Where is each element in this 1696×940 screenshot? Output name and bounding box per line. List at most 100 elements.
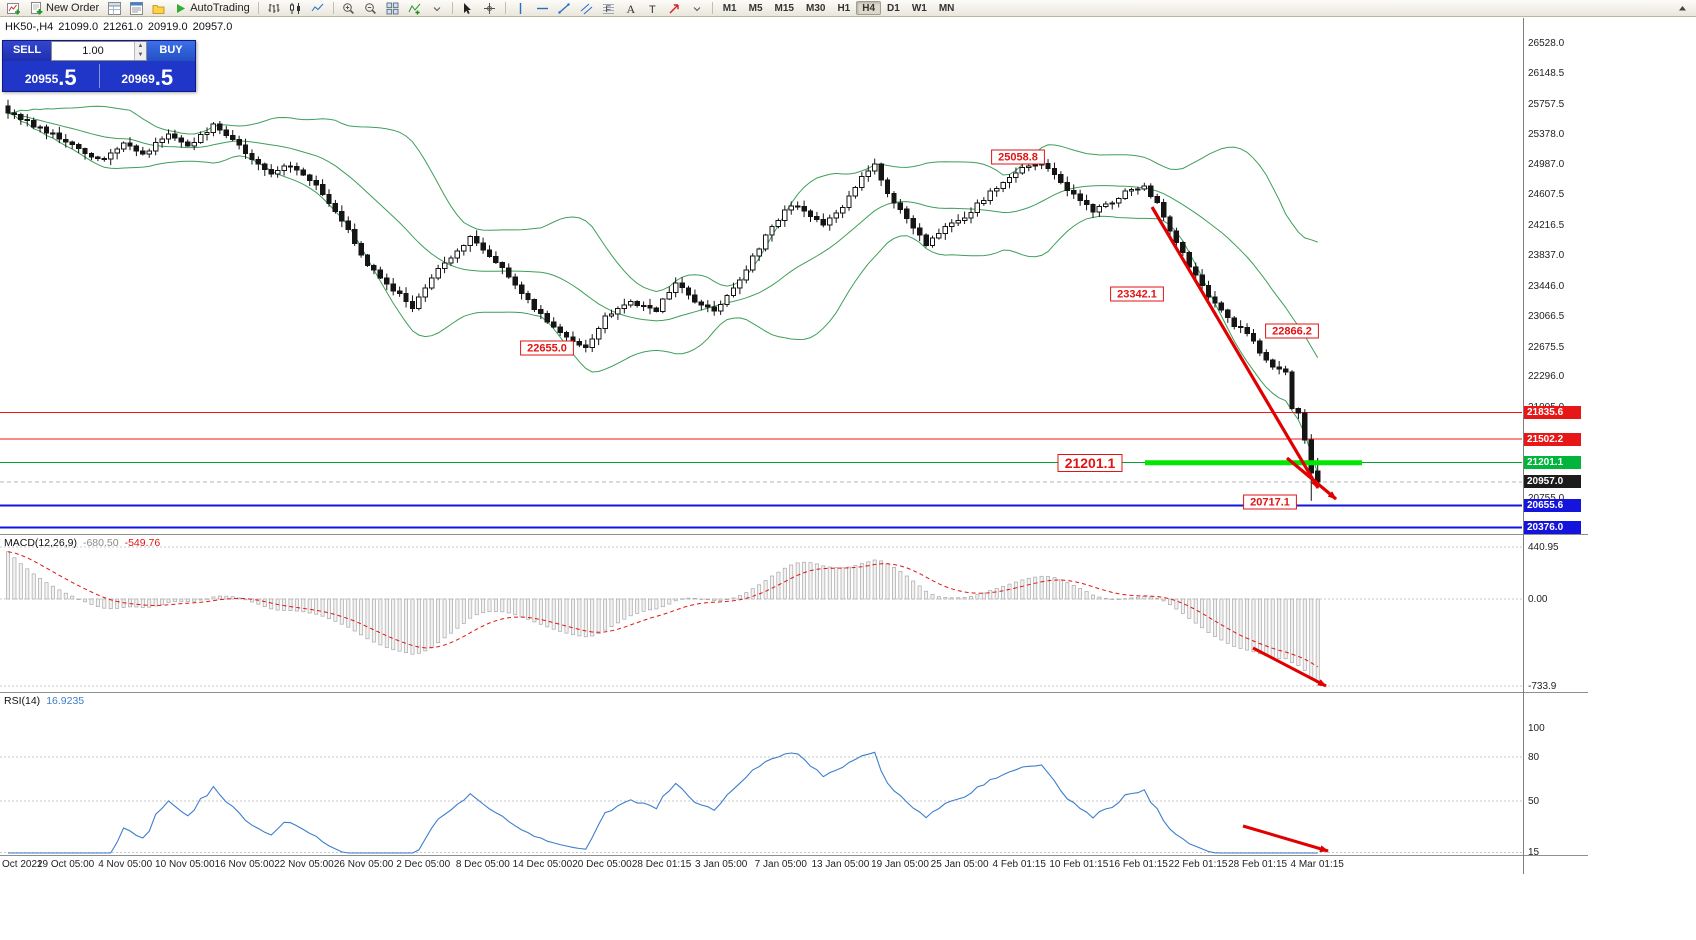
time-label: 4 Nov 05:00	[98, 859, 153, 870]
time-label: 20 Dec 05:00	[572, 859, 632, 870]
macd-trend-arrow	[1252, 646, 1327, 688]
fibonacci-button[interactable]: F	[598, 1, 620, 16]
timeframe-W1[interactable]: W1	[911, 3, 927, 14]
text-label-icon: T	[646, 2, 660, 15]
price-tick: 25378.0	[1528, 128, 1565, 140]
sell-button[interactable]: SELL	[3, 41, 51, 61]
svg-text:22866.2: 22866.2	[1272, 326, 1312, 338]
time-label: 28 Dec 01:15	[631, 859, 692, 870]
navigator-icon	[151, 2, 165, 15]
cursor-button[interactable]	[457, 1, 479, 16]
indicators-button[interactable]	[404, 1, 426, 16]
svg-text:T: T	[649, 4, 656, 15]
new-chart-button[interactable]	[3, 1, 25, 16]
time-label: 22 Nov 05:00	[274, 859, 334, 870]
dropdown-icon	[430, 2, 444, 15]
autotrading-button[interactable]: AutoTrading	[169, 1, 254, 16]
zoom-out-button[interactable]	[360, 1, 382, 16]
time-label: 26 Nov 05:00	[333, 859, 394, 870]
toolbar-separator	[332, 2, 334, 14]
dropdown-icon	[690, 2, 704, 15]
svg-text:22655.0: 22655.0	[527, 343, 567, 355]
tile-windows-button[interactable]	[382, 1, 404, 16]
timeframe-M1[interactable]: M1	[722, 3, 737, 14]
market-watch-button[interactable]	[103, 1, 125, 16]
indicators-icon	[408, 2, 422, 15]
timeframe-M15[interactable]: M15	[774, 3, 794, 14]
indicator-list-dropdown[interactable]	[426, 1, 448, 16]
price-axis[interactable]: 26528.0 26148.5 25757.5 25378.0 24987.0 24607…	[1523, 18, 1588, 874]
overflow-icon	[1675, 2, 1689, 15]
toolbar-separator	[257, 2, 259, 14]
ohlc-high: 21261.0	[103, 21, 143, 33]
arrows-button[interactable]	[664, 1, 686, 16]
horizontal-line-button[interactable]	[532, 1, 554, 16]
pane-separator-macd-rsi[interactable]	[0, 692, 1586, 693]
navigator-button[interactable]	[147, 1, 169, 16]
text-label-button[interactable]: T	[642, 1, 664, 16]
time-axis[interactable]: Oct 2021 29 Oct 05:00 4 Nov 05:00 10 Nov 05…	[0, 856, 1587, 874]
macd-value-signal: -549.76	[124, 537, 161, 549]
candle-mode-button[interactable]	[285, 1, 307, 16]
price-tick: 23446.0	[1528, 280, 1565, 292]
trendline-button[interactable]	[554, 1, 576, 16]
timeframe-H4[interactable]: H4	[856, 1, 882, 15]
cursor-icon	[461, 2, 475, 15]
price-tick: 23066.5	[1528, 310, 1565, 322]
timeframe-M30[interactable]: M30	[805, 3, 826, 14]
rsi-line	[8, 751, 1318, 854]
svg-text:20717.1: 20717.1	[1250, 497, 1290, 509]
macd-scale-label: 0.00	[1528, 594, 1548, 605]
line-mode-icon	[311, 2, 325, 15]
volume-down-icon[interactable]: ▼	[135, 51, 146, 60]
vertical-line-button[interactable]	[510, 1, 532, 16]
price-tick: 26528.0	[1528, 37, 1565, 49]
price-tick: 26148.5	[1528, 67, 1565, 79]
data-window-icon	[129, 1, 143, 15]
price-badge: 21835.6	[1524, 406, 1581, 420]
rsi-scale-label: 100	[1528, 722, 1545, 734]
one-click-trade-panel: SELL 1.00 ▲ ▼ BUY 20955.5 20969.5	[2, 40, 196, 92]
time-label: 25 Jan 05:00	[930, 859, 989, 870]
price-tick: 25757.5	[1528, 98, 1565, 110]
timeframe-M5[interactable]: M5	[748, 3, 763, 14]
candle-mode-icon	[289, 2, 303, 15]
rsi-pane-canvas[interactable]	[0, 693, 1522, 855]
volume-up-icon[interactable]: ▲	[135, 42, 146, 51]
text-button[interactable]: A	[620, 1, 642, 16]
price-tick: 24607.5	[1528, 189, 1565, 201]
timeframe-D1[interactable]: D1	[887, 3, 900, 14]
time-label: 19 Jan 05:00	[871, 859, 929, 870]
rsi-scale-label: 80	[1528, 752, 1540, 763]
bar-chart-mode-button[interactable]	[263, 1, 285, 16]
buy-button[interactable]: BUY	[147, 41, 195, 61]
volume-input[interactable]: 1.00 ▲ ▼	[51, 41, 147, 61]
line-mode-button[interactable]	[307, 1, 329, 16]
toolbar: New Order AutoTrading F A T M1 M5 M15 M30 H1 H4 D1 W…	[0, 0, 1696, 17]
zoom-out-icon	[364, 2, 378, 15]
pane-separator-main-macd[interactable]	[0, 534, 1586, 535]
time-label: 28 Feb 01:15	[1228, 859, 1288, 870]
svg-text:25058.8: 25058.8	[998, 152, 1038, 164]
new-order-button[interactable]: New Order	[25, 1, 103, 16]
channel-button[interactable]	[576, 1, 598, 16]
timeframe-MN[interactable]: MN	[938, 3, 955, 14]
price-tick: 22675.5	[1528, 341, 1565, 353]
data-window-button[interactable]	[125, 1, 147, 16]
svg-text:21201.1: 21201.1	[1065, 455, 1116, 471]
sell-price[interactable]: 20955.5	[3, 61, 99, 91]
trendline-icon	[558, 2, 572, 15]
price-tick: 23837.0	[1528, 250, 1565, 261]
macd-pane-canvas[interactable]	[0, 535, 1522, 692]
volume-stepper[interactable]: ▲ ▼	[134, 42, 146, 60]
buy-price-main: 20969	[121, 72, 155, 86]
zoom-in-button[interactable]	[338, 1, 360, 16]
main-chart-canvas[interactable]: 25058.8 23342.1 22866.2 22655.0 21201.1 20717…	[0, 18, 1522, 534]
timeframe-H1[interactable]: H1	[837, 3, 851, 14]
toolbar-overflow-button[interactable]	[1671, 1, 1693, 16]
crosshair-button[interactable]	[479, 1, 501, 16]
buy-price[interactable]: 20969.5	[100, 61, 196, 91]
time-label: 22 Feb 01:15	[1168, 859, 1228, 870]
time-label: 4 Feb 01:15	[992, 859, 1046, 870]
objects-dropdown[interactable]	[686, 1, 708, 16]
